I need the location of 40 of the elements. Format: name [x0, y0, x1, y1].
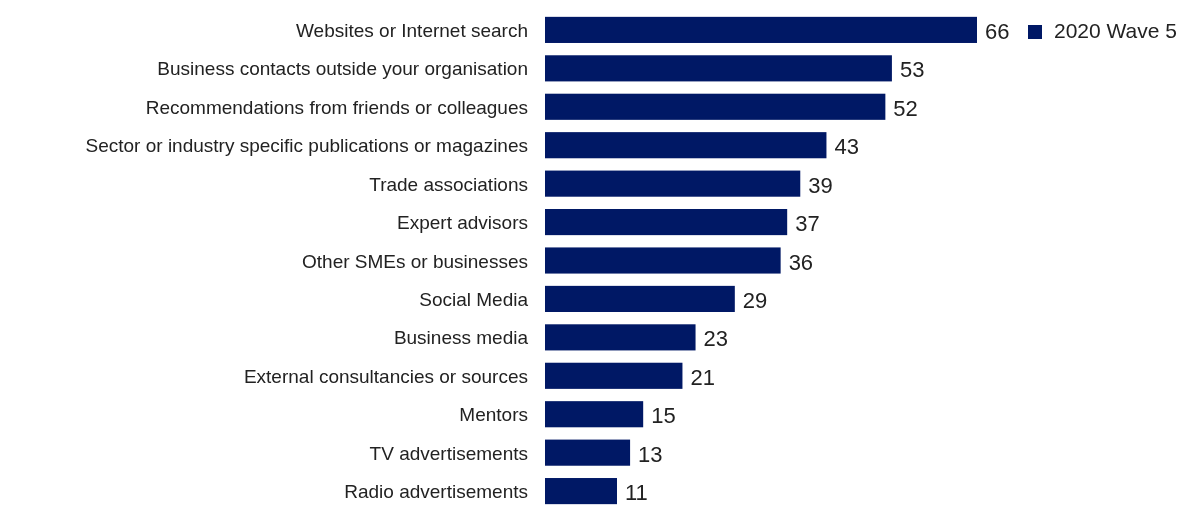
data-label: 52 [893, 95, 918, 121]
bar [545, 93, 886, 120]
y-tick-label: Websites or Internet search [296, 19, 528, 41]
data-label: 53 [899, 57, 925, 83]
y-tick-label: Trade associations [369, 173, 528, 195]
bar [545, 55, 892, 82]
y-tick-label: Social Media [419, 288, 529, 310]
data-label: 37 [795, 211, 820, 237]
data-label: 43 [834, 134, 859, 160]
y-tick-label: Recommendations from friends or colleagues [145, 96, 528, 118]
bar [545, 362, 683, 389]
bar [545, 247, 781, 274]
data-label: 36 [788, 249, 814, 275]
data-label: 11 [625, 480, 648, 506]
bar [545, 132, 827, 159]
y-tick-label: Mentors [459, 404, 528, 426]
data-label: 29 [742, 287, 768, 313]
y-tick-label: Radio advertisements [344, 481, 528, 503]
y-tick-label: Expert advisors [397, 212, 528, 234]
y-tick-label: Business contacts outside your organisation [157, 58, 528, 80]
data-label: 23 [703, 326, 729, 352]
data-label: 15 [651, 403, 676, 429]
data-label: 66 [985, 18, 1010, 44]
bar [545, 209, 788, 236]
y-tick-label: External consultancies or sources [243, 365, 528, 387]
data-label: 39 [808, 172, 833, 198]
bar [545, 16, 977, 43]
bar [545, 478, 617, 505]
bar [545, 285, 735, 312]
data-label: 13 [638, 441, 663, 467]
bar [545, 401, 644, 428]
y-tick-label: Business media [393, 327, 529, 349]
y-tick-label: TV advertisements [369, 442, 528, 464]
legend-label: 2020 Wave 5 [1054, 19, 1177, 42]
bar [545, 439, 631, 466]
y-tick-label: Other SMEs or businesses [302, 250, 528, 272]
bar [545, 170, 801, 197]
y-tick-label: Sector or industry specific publications or magazines [85, 135, 528, 157]
data-label: 21 [690, 364, 715, 390]
bar [545, 324, 696, 351]
